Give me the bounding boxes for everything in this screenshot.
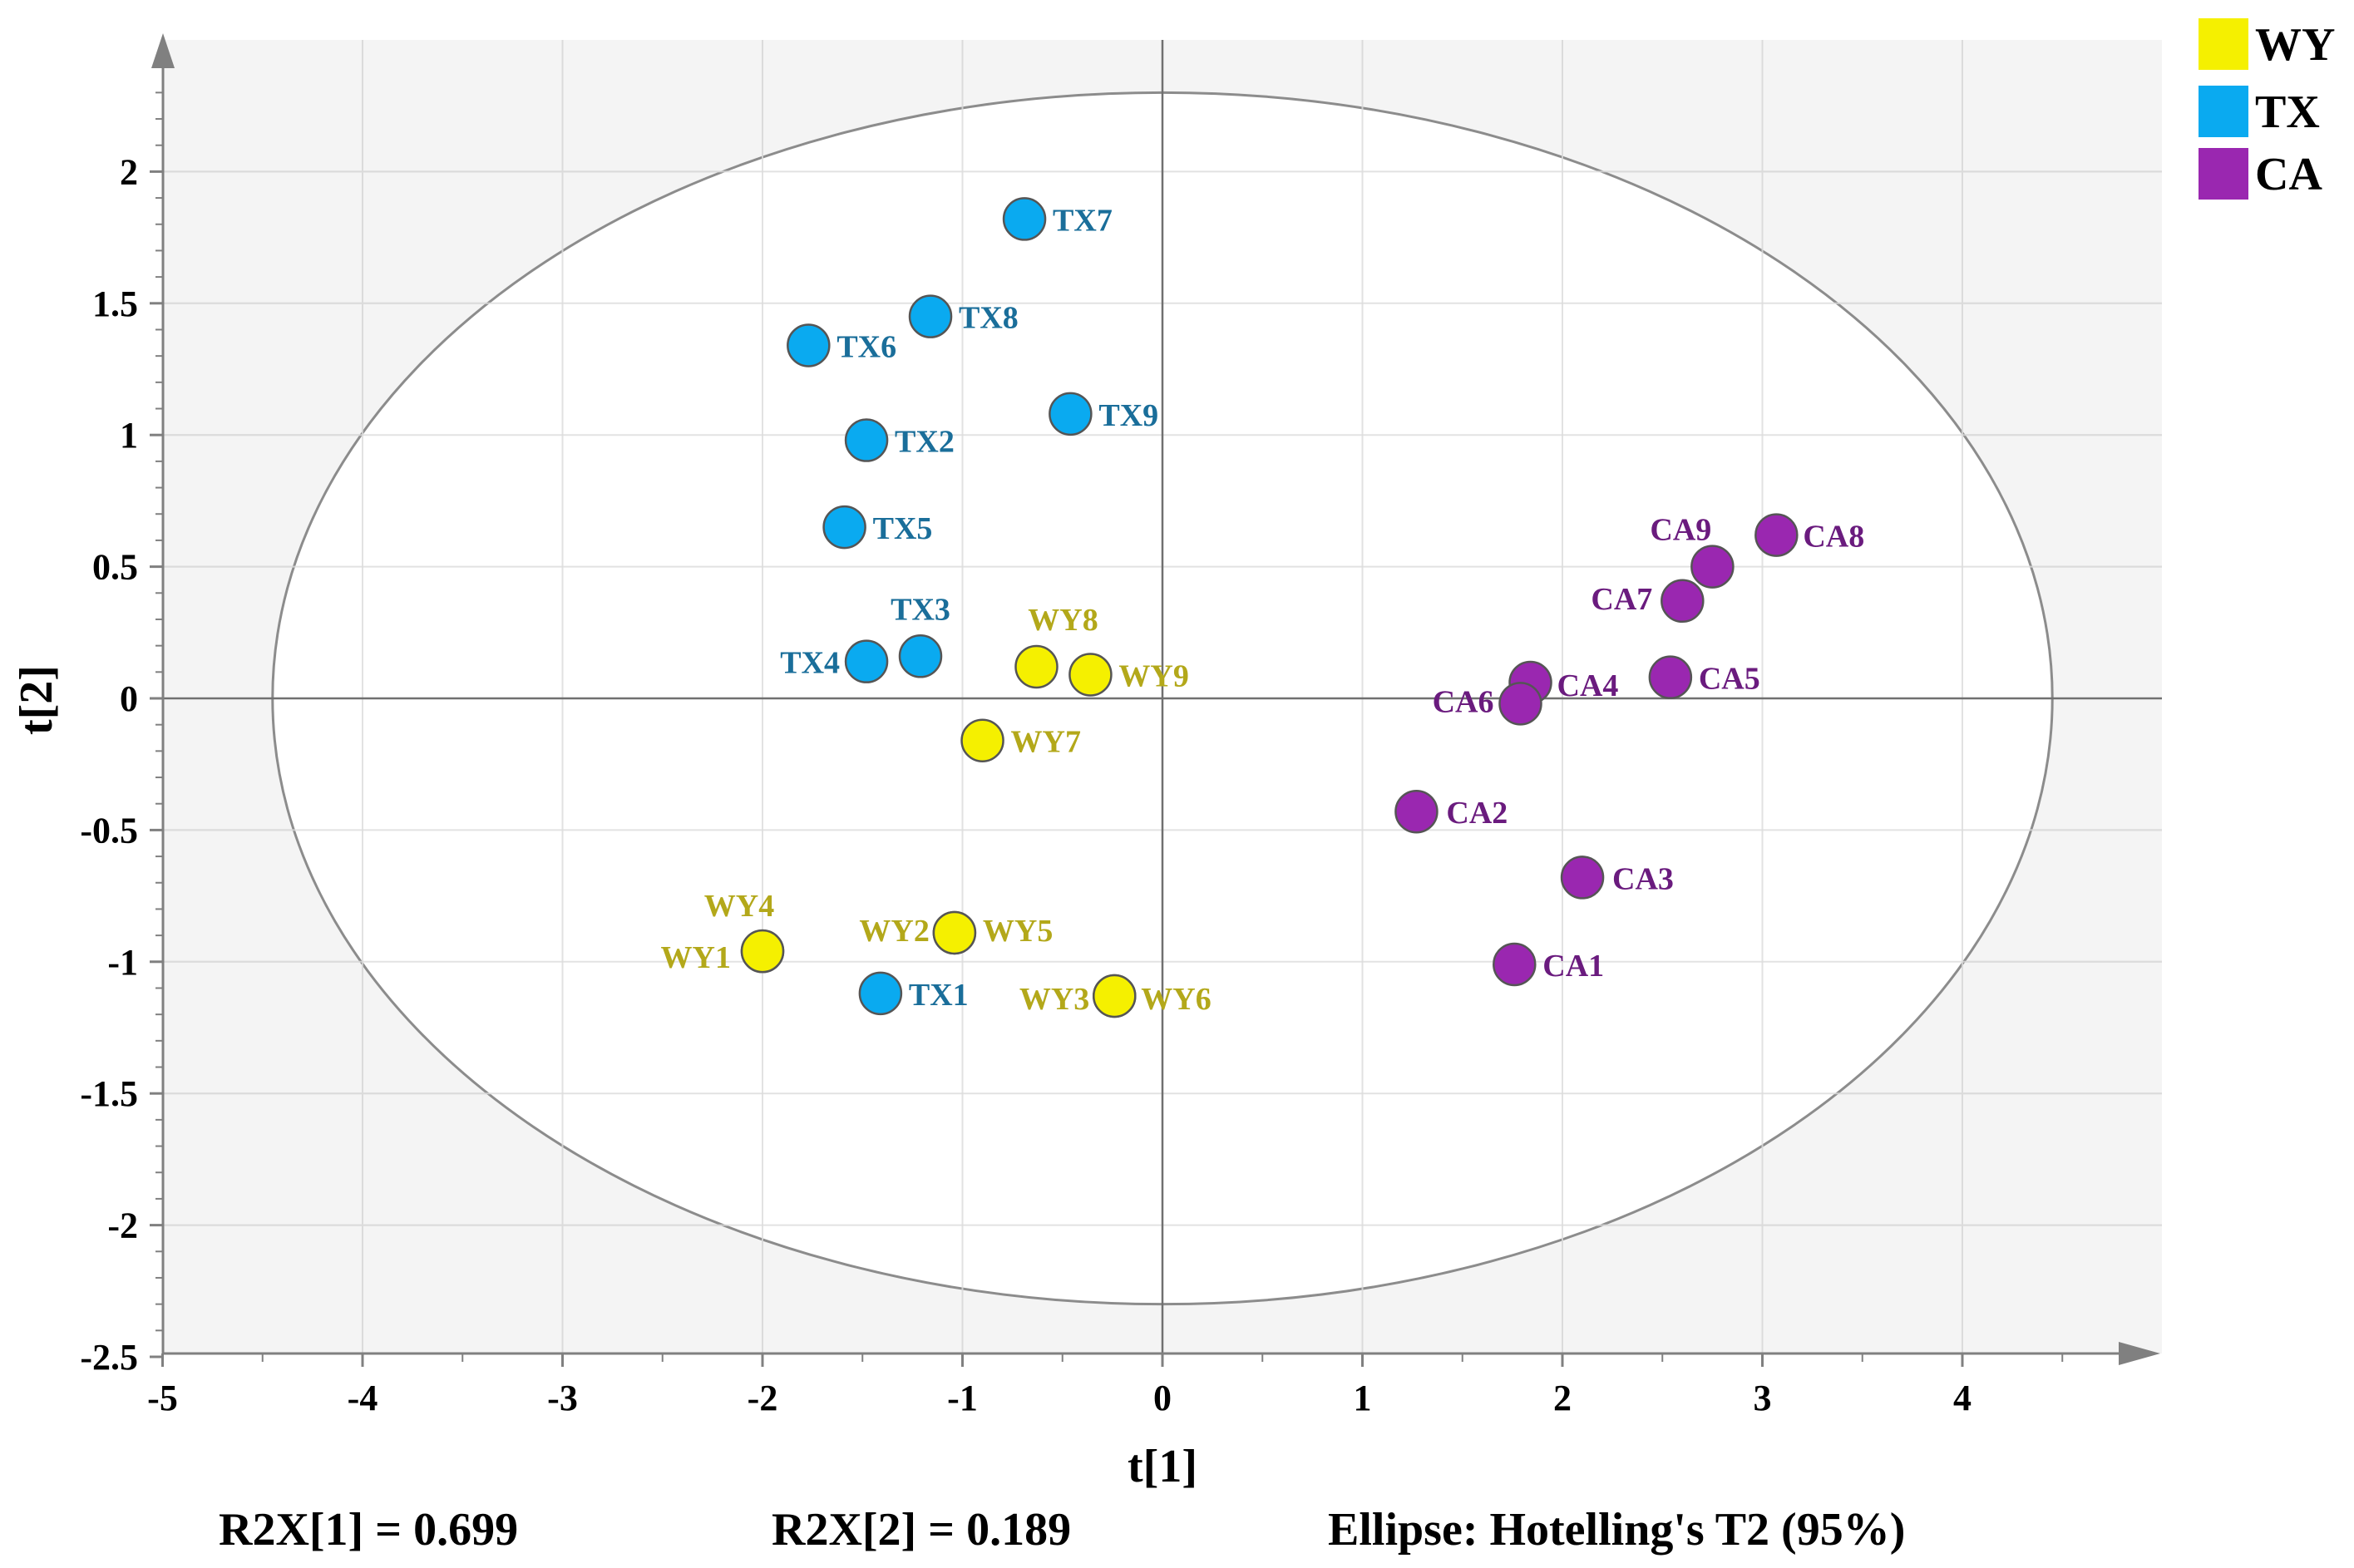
point-tx8 [908, 294, 953, 338]
point-ca1 [1493, 942, 1537, 987]
point-tx7 [1002, 197, 1047, 241]
point-wy7 [960, 718, 1004, 762]
point-label-wy9: WY9 [1118, 658, 1188, 693]
point-tx6 [787, 323, 831, 367]
point-ca5 [1648, 655, 1693, 699]
point-label-tx6: TX6 [836, 329, 896, 364]
ellipse-footer: Ellipse: Hotelling's T2 (95%) [1328, 1504, 1905, 1556]
point-ca7 [1661, 579, 1705, 624]
x-axis-title: t[1] [1128, 1441, 1197, 1492]
point-label-wy7: WY7 [1011, 725, 1081, 760]
point-ca3 [1560, 855, 1605, 900]
point-label-ca2: CA2 [1446, 796, 1508, 831]
y-tick-label: -2 [107, 1206, 138, 1246]
point-label-tx3: TX3 [891, 592, 950, 627]
point-label-wy8: WY8 [1028, 603, 1098, 638]
point-label-tx1: TX1 [909, 978, 969, 1013]
x-tick-label: 3 [1754, 1378, 1772, 1418]
point-label-ca1: CA1 [1542, 949, 1604, 984]
point-wy4 [740, 929, 785, 974]
x-tick-label: -5 [147, 1378, 178, 1418]
legend: WY TX CA [2199, 18, 2335, 200]
point-ca8 [1754, 513, 1799, 557]
legend-label-ca: CA [2255, 149, 2322, 200]
x-axis-arrow [2119, 1342, 2160, 1365]
point-wy8 [1014, 644, 1059, 689]
y-tick-label: 1.5 [92, 284, 138, 324]
y-axis-arrow [151, 33, 175, 68]
y-tick-label: -0.5 [80, 810, 138, 851]
y-tick-label: 1 [120, 415, 138, 456]
tick-label-layer: -5 -4 -3 -2 -1 0 1 2 3 4 -2.5 -2 -1.5 -1 -0.5 0 0.5 1 1.5 2 [80, 65, 2064, 1418]
x-tick-label: -4 [348, 1378, 378, 1418]
r2x1-footer: R2X[1] = 0.699 [219, 1504, 518, 1556]
point-tx1 [858, 971, 903, 1016]
point-ca2 [1394, 789, 1439, 834]
legend-label-tx: TX [2255, 86, 2320, 138]
y-tick-label: 0 [120, 678, 138, 719]
point-label-ca3: CA3 [1612, 861, 1674, 896]
points-layer [740, 197, 1799, 1018]
x-tick-label: 0 [1153, 1378, 1172, 1418]
point-label-wy4: WY4 [704, 889, 774, 924]
r2x2-footer: R2X[2] = 0.189 [772, 1504, 1071, 1556]
legend-swatch-ca [2199, 148, 2248, 200]
point-label-layer: WY1 WY4 WY2 WY5 WY3 WY6 WY7 WY8 WY9 TX1 TX2 TX3 TX4 T… [661, 203, 1865, 1017]
point-wy9 [1068, 653, 1113, 697]
point-label-wy5: WY5 [983, 914, 1053, 949]
point-label-ca4: CA4 [1557, 668, 1619, 703]
point-label-tx2: TX2 [895, 425, 955, 460]
point-label-ca5: CA5 [1699, 662, 1760, 697]
point-tx3 [898, 634, 943, 678]
point-tx9 [1049, 392, 1093, 436]
point-label-tx5: TX5 [873, 511, 933, 546]
axes-layer [151, 33, 2162, 1365]
legend-swatch-wy [2199, 18, 2248, 70]
y-tick-label: -1.5 [80, 1073, 138, 1114]
point-wy5 [932, 910, 977, 955]
point-label-tx9: TX9 [1098, 398, 1158, 433]
point-label-ca6: CA6 [1433, 684, 1494, 719]
point-label-wy1: WY1 [661, 940, 731, 975]
point-ca9 [1690, 545, 1735, 589]
point-label-wy6: WY6 [1141, 982, 1211, 1017]
point-tx5 [822, 505, 866, 550]
y-axis-title: t[2] [11, 665, 62, 735]
y-tick-label: 2 [120, 151, 138, 192]
point-label-ca8: CA8 [1803, 520, 1864, 555]
y-tick-label: -2.5 [80, 1337, 138, 1378]
x-tick-label: 4 [1953, 1378, 1972, 1418]
x-tick-label: 2 [1553, 1378, 1572, 1418]
point-label-tx4: TX4 [780, 646, 840, 681]
point-label-ca9: CA9 [1650, 513, 1711, 548]
point-label-ca7: CA7 [1591, 582, 1652, 617]
point-tx4 [844, 639, 889, 683]
x-tick-label: -3 [547, 1378, 578, 1418]
point-label-tx7: TX7 [1053, 203, 1113, 238]
point-label-wy3: WY3 [1019, 982, 1089, 1017]
point-wy6 [1093, 974, 1137, 1018]
x-tick-label: -2 [748, 1378, 778, 1418]
point-label-wy2: WY2 [859, 914, 929, 949]
point-ca6 [1498, 682, 1542, 726]
x-tick-label: -1 [947, 1378, 978, 1418]
y-tick-label: -1 [107, 942, 138, 983]
y-tick-label: 0.5 [92, 547, 138, 588]
legend-swatch-tx [2199, 86, 2248, 137]
legend-label-wy: WY [2255, 19, 2335, 71]
x-tick-label: 1 [1354, 1378, 1372, 1418]
point-tx2 [844, 418, 889, 462]
point-label-tx8: TX8 [959, 301, 1019, 336]
